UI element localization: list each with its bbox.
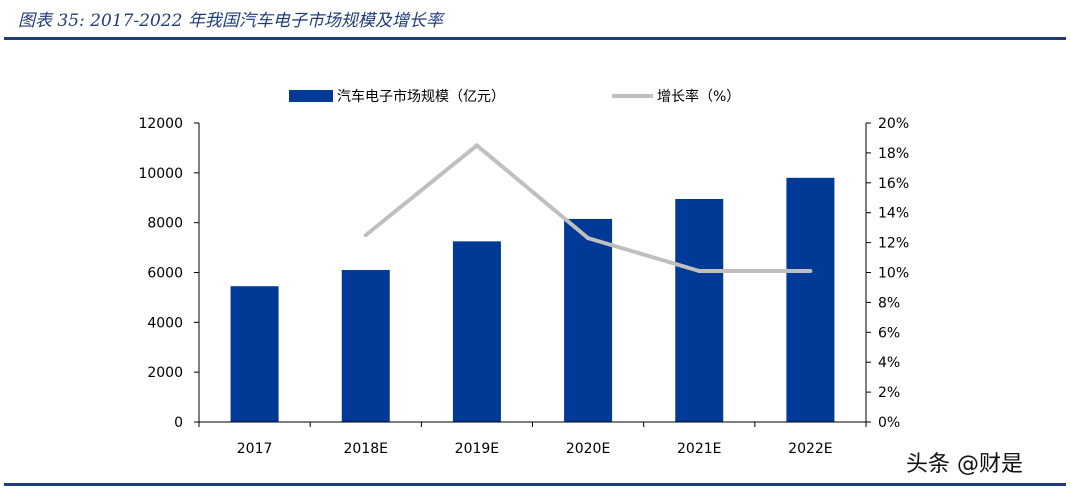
left-axis-tick-label: 4000 bbox=[147, 315, 183, 331]
growth-line-point bbox=[474, 143, 479, 148]
x-axis-tick-label: 2020E bbox=[566, 441, 610, 457]
bottom-divider bbox=[4, 483, 1066, 486]
growth-line-point bbox=[363, 233, 368, 238]
right-axis-tick-label: 12% bbox=[878, 236, 909, 252]
watermark: 头条 @财是 bbox=[906, 452, 1023, 477]
right-axis-tick-label: 14% bbox=[878, 206, 909, 222]
right-axis: 0% 2% 4% 6% 8% 10% 12% 14% 16% 18% 20% bbox=[865, 116, 909, 431]
legend-line-label: 增长率（%） bbox=[657, 88, 740, 105]
bar bbox=[786, 177, 835, 422]
legend-bar-swatch bbox=[289, 90, 333, 102]
left-axis-tick-label: 2000 bbox=[147, 365, 183, 381]
right-axis-tick-label: 10% bbox=[878, 266, 909, 282]
x-axis-tick-label: 2017 bbox=[237, 441, 273, 457]
growth-line-point bbox=[586, 236, 591, 241]
right-axis-tick-label: 4% bbox=[878, 355, 900, 371]
bar bbox=[452, 241, 501, 422]
figure-title: 图表 35: 2017-2022 年我国汽车电子市场规模及增长率 bbox=[18, 11, 443, 31]
right-axis-tick-label: 0% bbox=[878, 415, 900, 431]
bar-series bbox=[230, 177, 835, 422]
legend-bar-label: 汽车电子市场规模（亿元） bbox=[337, 88, 505, 105]
growth-line-point bbox=[808, 269, 813, 274]
right-axis-tick-label: 6% bbox=[878, 325, 900, 341]
bar bbox=[341, 270, 390, 422]
bar bbox=[675, 198, 724, 422]
left-axis-tick-label: 8000 bbox=[147, 216, 183, 232]
right-axis-tick-label: 2% bbox=[878, 385, 900, 401]
left-axis-tick-label: 0 bbox=[174, 415, 183, 431]
x-axis-tick-label: 2021E bbox=[677, 441, 721, 457]
growth-line-point bbox=[697, 269, 702, 274]
bar bbox=[230, 286, 279, 422]
title-divider bbox=[4, 37, 1066, 40]
right-axis-tick-label: 16% bbox=[878, 176, 909, 192]
growth-line-series bbox=[363, 143, 813, 274]
right-axis-tick-label: 18% bbox=[878, 146, 909, 162]
left-axis-tick-label: 12000 bbox=[138, 116, 183, 132]
left-axis: 0 2000 4000 6000 8000 10000 12000 bbox=[138, 116, 200, 431]
legend: 汽车电子市场规模（亿元） 增长率（%） bbox=[289, 88, 740, 105]
left-axis-tick-label: 10000 bbox=[138, 166, 183, 182]
right-axis-tick-label: 20% bbox=[878, 116, 909, 132]
left-axis-tick-label: 6000 bbox=[147, 266, 183, 282]
x-axis: 2017 2018E 2019E 2020E 2021E 2022E bbox=[198, 421, 867, 457]
x-axis-tick-label: 2019E bbox=[455, 441, 499, 457]
x-axis-tick-label: 2022E bbox=[788, 441, 832, 457]
right-axis-tick-label: 8% bbox=[878, 295, 900, 311]
bar bbox=[564, 218, 613, 422]
x-axis-tick-label: 2018E bbox=[344, 441, 388, 457]
